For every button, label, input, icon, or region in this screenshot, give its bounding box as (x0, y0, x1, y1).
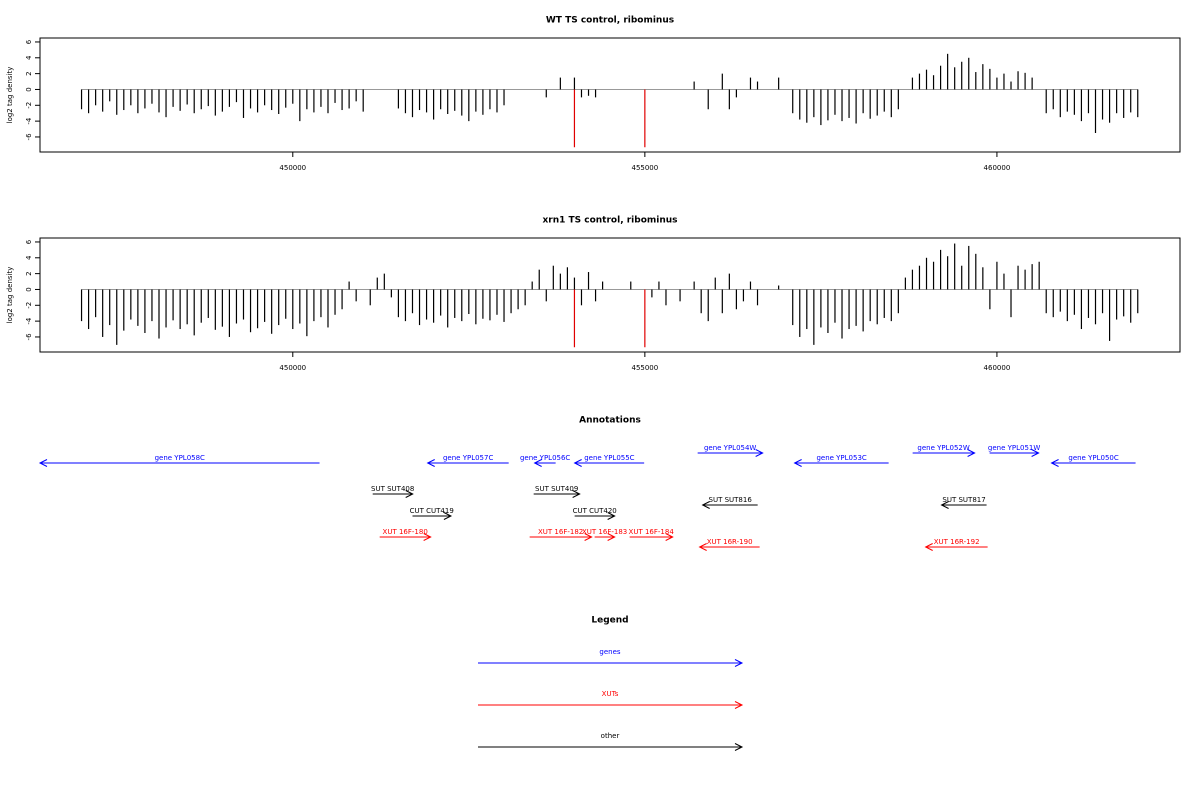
feature-label: SUT SUT409 (535, 485, 578, 493)
arrow-head (967, 449, 976, 457)
feature-label: gene YPL056C (520, 454, 570, 462)
arrow-head (1031, 449, 1040, 457)
feature-label: XUT 16R-192 (934, 538, 980, 546)
y-tick-label: 4 (25, 255, 33, 260)
feature-label: XUT 16F-182 (538, 528, 583, 536)
x-tick-label: 460000 (984, 164, 1011, 172)
arrow-head (584, 533, 593, 541)
feature-label: SUT SUT817 (942, 496, 985, 504)
y-tick-label: -2 (25, 302, 33, 309)
feature-label: gene YPL050C (1068, 454, 1118, 462)
arrow-head (38, 459, 48, 467)
arrow-head (405, 490, 414, 498)
feature-label: XUT 16R-190 (707, 538, 753, 546)
y-axis-label: log2 tag density (6, 67, 14, 124)
y-tick-label: -6 (25, 333, 33, 341)
feature-label: gene YPL052W (917, 444, 969, 452)
arrow-head (698, 543, 707, 551)
arrow-head (426, 459, 435, 467)
y-tick-label: 2 (25, 71, 33, 75)
legend-label: genes (599, 648, 620, 656)
feature-label: gene YPL057C (443, 454, 493, 462)
arrow-head (734, 701, 744, 709)
feature-label: XUT 16F-183 (582, 528, 627, 536)
x-tick-label: 450000 (279, 364, 306, 372)
arrow-head (443, 512, 453, 520)
arrow-head (607, 512, 616, 520)
y-tick-label: 6 (25, 39, 33, 44)
plot-frame (39, 37, 1181, 153)
x-tick-label: 460000 (984, 364, 1011, 372)
arrow-head (734, 659, 744, 667)
arrow-head (423, 533, 432, 541)
y-axis-label: log2 tag density (6, 267, 14, 324)
feature-label: gene YPL054W (704, 444, 756, 452)
panel-title: WT TS control, ribominus (546, 16, 674, 26)
y-tick-label: 4 (25, 55, 33, 60)
section-title: Annotations (579, 416, 641, 426)
y-tick-label: -2 (25, 102, 33, 109)
section-title: Legend (591, 616, 628, 626)
y-tick-label: -4 (25, 317, 33, 325)
arrow-head (573, 459, 582, 467)
feature-label: XUT 16F-180 (383, 528, 428, 536)
feature-label: gene YPL051W (988, 444, 1040, 452)
legend-label: XUTs (602, 690, 619, 698)
plot-frame (39, 237, 1181, 353)
y-tick-label: 0 (25, 87, 33, 91)
y-tick-label: 0 (25, 287, 33, 291)
feature-label: gene YPL053C (816, 454, 866, 462)
arrow-head (924, 543, 933, 551)
arrow-head (755, 449, 764, 457)
feature-label: gene YPL055C (584, 454, 634, 462)
arrow-head (572, 490, 581, 498)
feature-label: SUT SUT816 (709, 496, 753, 504)
legend-label: other (601, 732, 620, 740)
arrow-head (607, 533, 616, 541)
arrow-head (793, 459, 802, 467)
panel-title: xrn1 TS control, ribominus (542, 216, 677, 226)
arrow-head (940, 501, 949, 509)
arrow-head (701, 501, 710, 509)
arrow-head (665, 533, 674, 541)
x-tick-label: 450000 (279, 164, 306, 172)
feature-label: CUT CUT419 (410, 507, 454, 515)
feature-label: SUT SUT408 (371, 485, 414, 493)
arrow-head (533, 459, 542, 467)
feature-label: gene YPL058C (155, 454, 205, 462)
x-tick-label: 455000 (631, 364, 658, 372)
feature-label: CUT CUT420 (573, 507, 617, 515)
y-tick-label: -6 (25, 133, 33, 141)
y-tick-label: -4 (25, 117, 33, 125)
x-tick-label: 455000 (631, 164, 658, 172)
y-tick-label: 2 (25, 271, 33, 275)
feature-label: XUT 16F-184 (629, 528, 675, 536)
arrow-head (734, 743, 744, 751)
y-tick-label: 6 (25, 239, 33, 244)
arrow-head (1050, 459, 1059, 467)
